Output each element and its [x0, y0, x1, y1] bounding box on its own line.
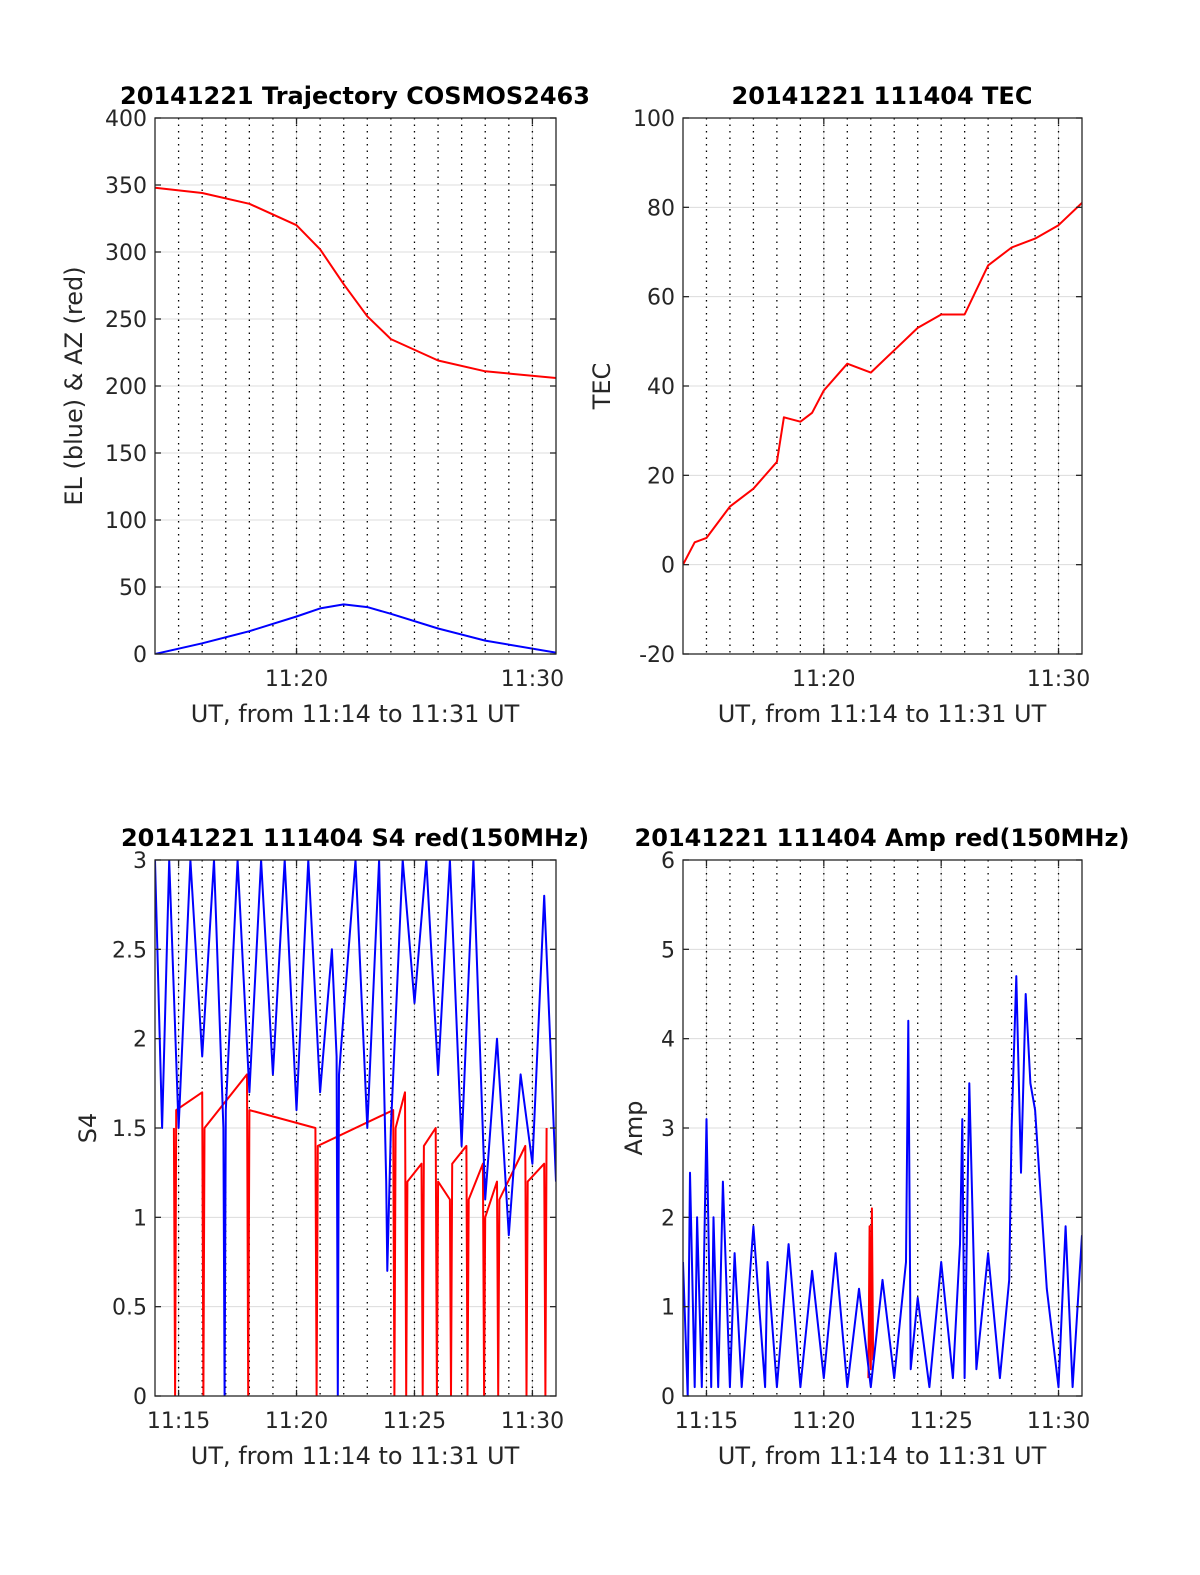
x-tick-label: 11:30 [1027, 1409, 1090, 1434]
x-tick-label: 11:15 [147, 1409, 210, 1434]
y-tick-label: 80 [647, 196, 675, 221]
series-line-red [155, 186, 556, 379]
series-line-blue [155, 860, 556, 1396]
x-axis-label: UT, from 11:14 to 11:31 UT [191, 1442, 520, 1470]
x-tick-label: 11:25 [383, 1409, 446, 1434]
x-axis-label: UT, from 11:14 to 11:31 UT [718, 700, 1047, 728]
series-line-blue [683, 975, 1082, 1396]
panel-amp: 20141221 111404 Amp red(150MHz) UT, from… [620, 824, 1129, 1470]
y-tick-label: 0 [661, 554, 675, 579]
y-tick-label: 400 [105, 107, 147, 132]
y-tick-label: 200 [105, 375, 147, 400]
series-line-red [867, 1207, 875, 1379]
panel-tec: 20141221 111404 TEC UT, from 11:14 to 11… [588, 82, 1090, 728]
panel-s4: 20141221 111404 S4 red(150MHz) UT, from … [74, 824, 589, 1470]
x-axis-label: UT, from 11:14 to 11:31 UT [718, 1442, 1047, 1470]
x-axis-label: UT, from 11:14 to 11:31 UT [191, 700, 520, 728]
y-tick-label: 5 [661, 938, 675, 963]
y-tick-label: 40 [647, 375, 675, 400]
y-axis-label: Amp [620, 1100, 648, 1155]
y-tick-label: 300 [105, 241, 147, 266]
series-line-blue [155, 603, 556, 654]
y-axis-label: TEC [588, 363, 616, 411]
y-tick-label: 150 [105, 442, 147, 467]
series-line-red [172, 1073, 548, 1396]
y-axis-label: EL (blue) & AZ (red) [60, 266, 88, 505]
series-line-red [683, 202, 1082, 566]
chart-title: 20141221 111404 TEC [732, 82, 1033, 110]
y-tick-label: 1 [133, 1206, 147, 1231]
y-tick-label: 250 [105, 308, 147, 333]
y-tick-label: 2 [133, 1028, 147, 1053]
x-tick-label: 11:20 [792, 1409, 855, 1434]
y-tick-label: 0 [661, 1385, 675, 1410]
y-tick-label: 3 [661, 1117, 675, 1142]
x-tick-label: 11:25 [909, 1409, 972, 1434]
x-tick-label: 11:20 [792, 667, 855, 692]
chart-title: 20141221 Trajectory COSMOS2463 [120, 82, 590, 110]
y-tick-label: 50 [119, 576, 147, 601]
chart-title: 20141221 111404 S4 red(150MHz) [121, 824, 589, 852]
x-tick-label: 11:30 [501, 1409, 564, 1434]
y-tick-label: 350 [105, 174, 147, 199]
x-tick-label: 11:20 [265, 1409, 328, 1434]
panel-trajectory: 20141221 Trajectory COSMOS2463 UT, from … [60, 82, 590, 728]
y-axis-label: S4 [74, 1113, 102, 1144]
y-tick-label: 1.5 [112, 1117, 147, 1142]
y-tick-label: 0 [133, 1385, 147, 1410]
y-tick-label: 100 [633, 107, 675, 132]
x-tick-label: 11:30 [1027, 667, 1090, 692]
y-tick-label: 4 [661, 1028, 675, 1053]
y-tick-label: 60 [647, 286, 675, 311]
y-tick-label: 100 [105, 509, 147, 534]
y-tick-label: 0.5 [112, 1296, 147, 1321]
chart-title: 20141221 111404 Amp red(150MHz) [635, 824, 1130, 852]
x-tick-label: 11:30 [501, 667, 564, 692]
y-tick-label: -20 [639, 643, 675, 668]
y-tick-label: 3 [133, 849, 147, 874]
y-tick-label: 2 [661, 1206, 675, 1231]
y-tick-label: 20 [647, 464, 675, 489]
x-tick-label: 11:20 [265, 667, 328, 692]
y-tick-label: 1 [661, 1296, 675, 1321]
y-tick-label: 6 [661, 849, 675, 874]
y-tick-label: 0 [133, 643, 147, 668]
x-tick-label: 11:15 [675, 1409, 738, 1434]
y-tick-label: 2.5 [112, 938, 147, 963]
